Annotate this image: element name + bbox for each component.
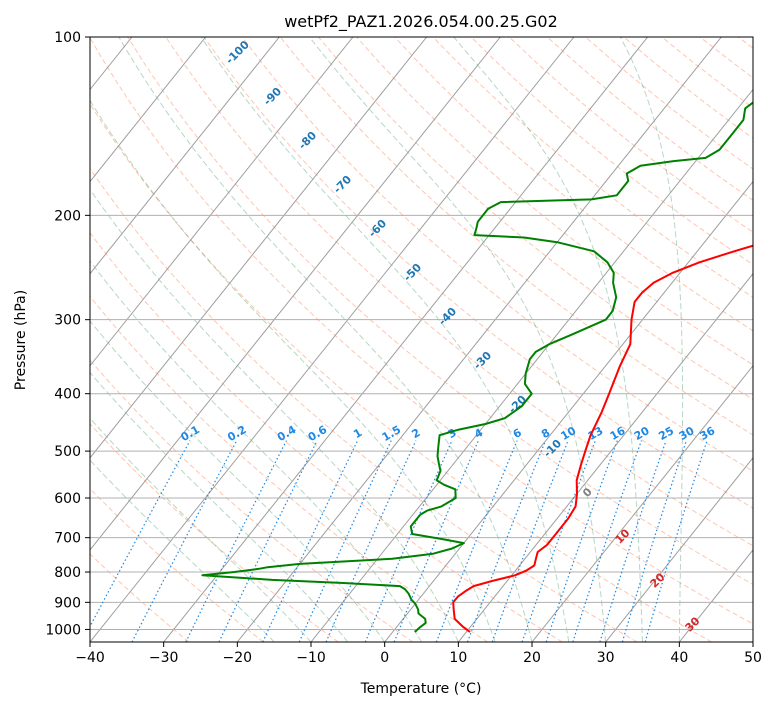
x-tick-label: 30 <box>597 650 615 666</box>
x-tick-label: −10 <box>296 650 326 666</box>
mixing-ratio-line <box>364 440 453 642</box>
moist-adiabat-line <box>90 459 275 642</box>
dry-adiabat-line <box>279 37 753 436</box>
isotherm-line <box>531 364 753 642</box>
x-tick-label: −40 <box>75 650 105 666</box>
chart-title: wetPf2_PAZ1.2026.054.00.25.G02 <box>284 12 558 32</box>
y-tick-label: 700 <box>54 531 81 547</box>
x-tick-label: −30 <box>149 650 179 666</box>
mixing-ratio-line <box>185 440 288 642</box>
y-tick-label: 400 <box>54 387 81 403</box>
moist-adiabat-line <box>90 188 459 642</box>
isotherm-line <box>457 272 753 642</box>
isotherm-line <box>90 37 501 551</box>
dry-adiabat-line <box>90 423 339 642</box>
mixing-ratio-line <box>491 440 569 642</box>
mixing-ratio-line <box>621 440 687 642</box>
x-tick-label: 10 <box>449 650 467 666</box>
isotherm-line <box>90 37 354 367</box>
y-tick-label: 300 <box>54 313 81 329</box>
isotherm-line <box>90 37 575 642</box>
moist-adiabat-line <box>90 260 422 642</box>
isotherm-line <box>90 37 207 183</box>
dry-adiabat-line <box>394 37 753 332</box>
x-axis-label: Temperature (°C) <box>360 681 482 697</box>
moist-adiabat-line <box>309 37 607 642</box>
y-tick-label: 1000 <box>45 622 81 638</box>
dry-adiabat-line <box>90 553 190 642</box>
plot-area: 0.1 0.2 0.4 0.6 1 1.5 2 3 4 6 8 10 13 16 20 25 30 36-100-… <box>90 37 753 642</box>
mixing-ratio-line <box>90 440 191 628</box>
moist-adiabat-line <box>90 320 386 642</box>
mixing-ratio-line <box>545 440 618 642</box>
dry-adiabat-line <box>90 37 753 625</box>
moist-adiabat-line <box>90 99 496 642</box>
moist-adiabat-line <box>453 37 643 642</box>
y-axis-label: Pressure (hPa) <box>13 290 29 390</box>
x-tick-label: 0 <box>380 650 389 666</box>
x-tick-label: −20 <box>223 650 253 666</box>
y-tick-label: 500 <box>54 444 81 460</box>
y-tick-label: 200 <box>54 208 81 224</box>
x-tick-label: 20 <box>523 650 541 666</box>
dry-adiabat-line <box>90 103 712 642</box>
y-tick-label: 600 <box>54 491 81 507</box>
isotherm-line <box>605 457 753 642</box>
mixing-ratio-line <box>218 440 318 642</box>
mixing-ratio-line <box>393 440 479 642</box>
axes: −40 −30 −20 −10 0 10 20 30 40 50 1000 900 800 700 600 5… <box>45 30 762 666</box>
isotherm-line <box>310 88 753 642</box>
isotherm-line <box>236 37 722 642</box>
dry-adiabat-line <box>90 167 638 642</box>
isotherm-line <box>90 37 280 275</box>
temperature-profile-line <box>452 244 753 633</box>
dry-adiabat-line <box>356 37 753 366</box>
mixing-ratio-line <box>298 440 392 642</box>
moist-adiabat-line <box>118 37 533 642</box>
moist-adiabat-line <box>90 371 349 642</box>
x-tick-label: 50 <box>744 650 762 666</box>
dry-adiabat-line <box>90 487 264 642</box>
y-tick-label: 900 <box>54 595 81 611</box>
dry-adiabat-line <box>432 37 753 298</box>
isotherm-line <box>163 37 649 642</box>
dry-adiabat-line <box>241 37 753 472</box>
mixing-ratio-line <box>644 440 708 642</box>
y-tick-label: 800 <box>54 565 81 581</box>
isotherm-line <box>90 37 428 459</box>
isotherm-line <box>384 180 753 642</box>
plot-frame <box>89 36 754 643</box>
dry-adiabat-line <box>90 295 488 642</box>
dry-adiabat-line <box>203 37 753 509</box>
y-tick-label: 100 <box>54 30 81 46</box>
dewpoint-profile-line <box>201 101 753 633</box>
moist-adiabat-line <box>619 37 684 642</box>
mixing-ratio-line <box>599 440 667 642</box>
x-tick-label: 40 <box>670 650 688 666</box>
